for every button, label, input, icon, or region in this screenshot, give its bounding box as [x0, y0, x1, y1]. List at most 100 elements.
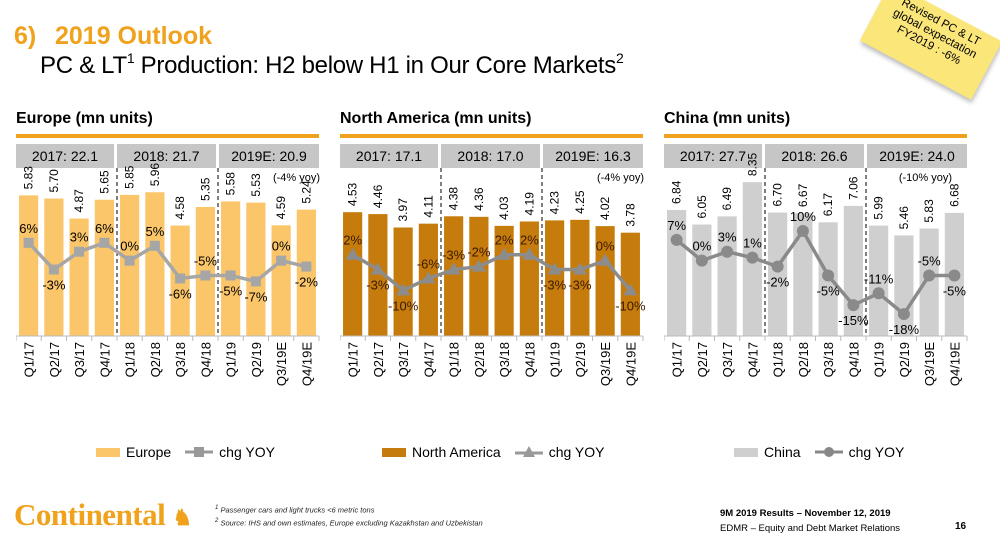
bar [545, 220, 565, 336]
legend-line-swatch [814, 447, 843, 457]
bar [717, 216, 737, 336]
category-label: Q2/17 [47, 342, 62, 377]
bar-value-label: 5.70 [47, 169, 61, 193]
outlook-note: (-4% yoy) [272, 172, 320, 184]
yoy-marker [23, 237, 34, 248]
yoy-marker [872, 287, 885, 300]
bar-value-label: 4.38 [447, 187, 461, 211]
bar-value-label: 4.19 [522, 192, 536, 216]
bar-value-label: 6.05 [695, 195, 709, 219]
yoy-marker [421, 271, 436, 284]
category-label: Q3/18 [821, 342, 836, 377]
category-label: Q3/17 [72, 342, 87, 377]
bar [519, 221, 539, 336]
yoy-value-label: -2% [766, 275, 790, 290]
section-title: 2019 Outlook [55, 22, 212, 51]
yoy-value-label: -5% [194, 253, 218, 268]
bar-value-label: 5.53 [249, 173, 263, 197]
category-label: Q4/17 [745, 342, 760, 377]
bar-value-label: 6.67 [796, 183, 810, 207]
bar-value-label: 5.35 [198, 177, 212, 201]
year-total-2018: 2018: 26.6 [765, 144, 864, 168]
bar-value-label: 5.58 [224, 172, 238, 196]
yoy-marker [547, 262, 562, 275]
bar [145, 192, 165, 336]
legend-line-swatch [185, 447, 214, 457]
yoy-marker [200, 270, 211, 281]
yoy-value-label: -5% [219, 283, 243, 298]
bar-value-label: 5.99 [872, 196, 886, 220]
yoy-value-label: 3% [718, 230, 737, 245]
legend: North America chg YOY [382, 444, 604, 460]
bar-value-label: 5.83 [922, 199, 936, 223]
bar [19, 195, 39, 336]
yoy-marker [623, 283, 638, 296]
bar-value-label: 4.23 [548, 191, 562, 215]
footnotes: 1 Passenger cars and light trucks <6 met… [215, 503, 483, 528]
yoy-value-label: 2% [495, 233, 514, 248]
category-label: Q4/18 [522, 342, 537, 377]
yoy-value-label: 2% [343, 233, 362, 248]
legend-line-label: chg YOY [219, 444, 275, 460]
bar [469, 216, 489, 336]
yoy-marker [345, 247, 360, 260]
category-label: Q2/19 [249, 342, 264, 377]
yoy-value-label: -2% [467, 245, 491, 260]
footnote-2: 2 Source: IHS and own estimates, Europe … [215, 517, 483, 528]
bar [692, 224, 712, 336]
yoy-value-label: -10% [388, 298, 419, 313]
subtitle-part1: PC & LT [40, 52, 127, 79]
yoy-marker [522, 247, 537, 260]
yoy-marker [370, 262, 385, 275]
category-label: Q2/17 [695, 342, 710, 377]
bar-value-label: 8.35 [745, 152, 759, 176]
legend-bar-swatch [96, 447, 120, 457]
yoy-marker [822, 269, 835, 282]
legend-bar-swatch [734, 447, 758, 457]
continental-logo: Continental ♞ [14, 497, 192, 533]
yoy-value-label: -6% [417, 256, 441, 271]
yoy-line [351, 252, 632, 293]
bar [393, 227, 413, 336]
footnote-1: 1 Passenger cars and light trucks <6 met… [215, 505, 375, 515]
category-label: Q1/18 [447, 342, 462, 377]
bar [869, 225, 889, 336]
category-label: Q1/19 [872, 342, 887, 377]
bar [94, 199, 114, 336]
europe-chart-panel: Europe (mn units) 2017: 22.1 2018: 21.7 … [16, 110, 334, 470]
category-label: Q3/19E [274, 342, 289, 386]
yoy-value-label: -3% [42, 278, 66, 293]
yoy-marker [923, 269, 936, 282]
yoy-marker [670, 233, 683, 246]
category-label: Q4/19E [947, 342, 962, 386]
legend-line-label: chg YOY [848, 444, 905, 460]
yoy-value-label: 6% [19, 221, 38, 236]
category-label: Q2/18 [472, 342, 487, 377]
bar [595, 226, 615, 336]
legend-bar-label: Europe [126, 444, 172, 460]
category-label: Q4/17 [421, 342, 436, 377]
bar-value-label: 4.25 [573, 190, 587, 214]
europe-chart-title: Europe (mn units) [16, 110, 153, 127]
year-total-2017: 2017: 27.7 [664, 144, 762, 168]
yoy-marker [897, 308, 910, 321]
footer-info: 9M 2019 Results – November 12, 2019 EDMR… [720, 506, 900, 536]
page-number: 16 [955, 521, 967, 532]
yoy-marker [572, 262, 587, 275]
yoy-value-label: 7% [667, 218, 686, 233]
bar [919, 228, 939, 336]
bar [894, 235, 914, 336]
event-line: 9M 2019 Results – November 12, 2019 [720, 508, 891, 519]
yoy-value-label: -7% [244, 289, 268, 304]
legend-bar-label: North America [412, 444, 501, 460]
yoy-marker [99, 237, 110, 248]
yoy-value-label: -15% [838, 313, 869, 328]
yoy-marker [695, 254, 708, 267]
bar-value-label: 6.49 [720, 187, 734, 211]
yoy-value-label: 0% [272, 239, 291, 254]
yoy-marker [48, 264, 59, 275]
yoy-value-label: 0% [596, 239, 615, 254]
dept-line: EDMR – Equity and Debt Market Relations [720, 523, 901, 534]
legend-bar-swatch [382, 447, 406, 457]
category-label: Q4/17 [97, 342, 112, 377]
